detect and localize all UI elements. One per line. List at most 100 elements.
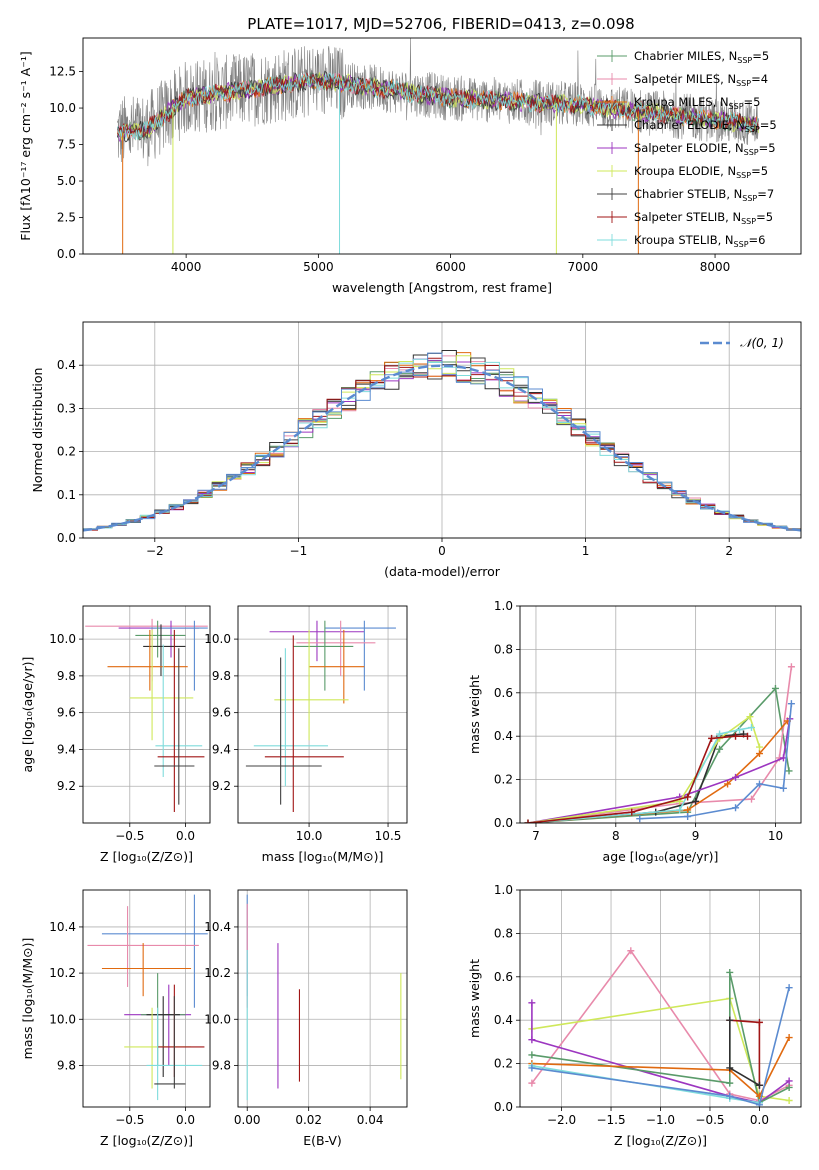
y-tick-label: 9.8: [57, 1058, 76, 1072]
x-axis-label: Z [log₁₀(Z/Z⊙)]: [100, 1133, 193, 1148]
y-tick-label: 9.8: [57, 669, 76, 683]
legend-label-main: Kroupa ELODIE, N: [634, 164, 736, 178]
mass-weight-marker: [684, 812, 692, 820]
mass-weight-marker: [785, 1077, 793, 1085]
mass-weight-marker: [787, 663, 795, 671]
massweight_vs_Z-panel: −2.0 −1.5 −1.0 −0.5 0.0 0.0 0.2 0.4 0.6 0.8 1.0 Z […: [467, 883, 802, 1148]
x-tick-label: −0.5: [115, 1113, 144, 1127]
mass-weight-marker: [755, 1081, 763, 1089]
mass-weight-marker: [684, 793, 692, 801]
legend-label: Chabrier ELODIE, NSSP=5: [634, 118, 777, 134]
x-axis-label: E(B-V): [303, 1133, 342, 1148]
y-tick-label: 10.0: [204, 1012, 231, 1026]
legend-label-main: Kroupa MILES, N: [634, 95, 729, 109]
x-tick-label: 5000: [303, 260, 334, 274]
mass-weight-marker: [524, 819, 532, 823]
y-axis-label: mass weight: [467, 675, 482, 754]
legend-label-tail: =6: [749, 233, 766, 247]
age_vs_Z-plot-area: [85, 618, 208, 812]
y-tick-label: 10.2: [204, 966, 231, 980]
y-tick-label: 0.4: [57, 358, 76, 372]
mass-weight-marker: [676, 806, 684, 814]
spectrum-plot-area: [116, 38, 759, 254]
y-tick-label: 10.2: [49, 966, 76, 980]
axes-frame: [237, 889, 408, 1108]
axes-frame: [82, 37, 802, 255]
y-tick-label: 0.6: [494, 970, 513, 984]
mass-weight-marker: [726, 1064, 734, 1072]
massweight_vs_age-panel: 7 8 9 10 0.0 0.2 0.4 0.6 0.8 1.0 age [log₁₀(age/yr…: [467, 599, 802, 864]
mass-weight-marker: [744, 732, 752, 740]
x-tick-label: 9: [692, 829, 700, 843]
x-tick-label: 0.0: [750, 1113, 769, 1127]
y-tick-label: 1.0: [494, 883, 513, 897]
model-spectrum: [117, 72, 759, 141]
model-spectrum: [116, 72, 759, 138]
mass-weight-marker: [528, 1036, 536, 1044]
massweight_vs_age-plot-area: [524, 663, 795, 823]
observed-spectrum: [117, 38, 759, 167]
mass-weight-marker: [636, 815, 644, 823]
y-tick-label: 9.8: [212, 669, 231, 683]
mass-weight-marker: [684, 806, 692, 814]
legend-label-main: Kroupa STELIB, N: [634, 233, 734, 247]
mass-weight-marker: [732, 773, 740, 781]
mass-weight-marker: [755, 743, 763, 751]
age_vs_Z-panel: −0.5 0.0 9.2 9.4 9.6 9.8 10.0 Z [log₁₀(Z/Z⊙)] ag…: [20, 605, 211, 864]
legend-label-main: Salpeter MILES, N: [634, 72, 736, 86]
x-tick-label: 7000: [568, 260, 599, 274]
x-tick-label: −2.0: [547, 1113, 576, 1127]
y-tick-label: 7.5: [57, 138, 76, 152]
legend-label: Salpeter MILES, NSSP=4: [634, 72, 768, 88]
mass-weight-marker: [528, 1079, 536, 1087]
x-tick-label: 0.04: [357, 1113, 384, 1127]
y-axis-label: Flux [fλ10⁻¹⁷ erg cm⁻² s⁻¹ A⁻¹]: [18, 51, 33, 240]
x-tick-label: 0.0: [176, 829, 195, 843]
mass-weight-line: [527, 718, 791, 823]
x-tick-label: 1: [582, 544, 590, 558]
axes-frame: [519, 605, 802, 824]
x-tick-label: 0: [438, 544, 446, 558]
y-tick-label: 0.8: [494, 642, 513, 656]
mass-weight-marker: [785, 984, 793, 992]
legend-label-main: Chabrier ELODIE, N: [634, 118, 745, 132]
x-axis-label: wavelength [Angstrom, rest frame]: [332, 280, 552, 295]
mass-weight-marker: [755, 750, 763, 758]
y-tick-label: 0.2: [494, 773, 513, 787]
y-tick-label: 2.5: [57, 211, 76, 225]
x-tick-label: 0.02: [295, 1113, 322, 1127]
mass-weight-line: [639, 703, 793, 820]
legend-label-sub: SSP: [744, 148, 759, 157]
mass-weight-marker: [627, 947, 635, 955]
y-tick-label: 9.2: [57, 779, 76, 793]
x-tick-label: 2: [725, 544, 733, 558]
legend-label-main: Chabrier STELIB, N: [634, 187, 742, 201]
legend-label-sub: SSP: [734, 240, 749, 249]
x-axis-label: Z [log₁₀(Z/Z⊙)]: [100, 849, 193, 864]
x-tick-label: 7: [532, 829, 540, 843]
mass-weight-marker: [732, 804, 740, 812]
massweight_vs_Z-plot-area: [528, 947, 793, 1107]
x-tick-label: 0.0: [176, 1113, 195, 1127]
axes-frame: [237, 605, 408, 824]
mass-weight-line: [729, 1019, 761, 1086]
x-tick-label: 10.5: [375, 829, 402, 843]
x-tick-label: −1.5: [596, 1113, 625, 1127]
mass-weight-marker: [628, 808, 636, 816]
y-tick-label: 0.2: [494, 1057, 513, 1071]
legend-label-sub: SSP: [736, 171, 751, 180]
y-tick-label: 0.4: [494, 729, 513, 743]
histogram-series: [83, 352, 801, 531]
x-tick-label: 0.00: [234, 1113, 261, 1127]
legend-label-tail: =5: [751, 164, 768, 178]
mass-weight-marker: [785, 767, 793, 775]
mass-weight-marker: [528, 1064, 536, 1072]
mass-weight-marker: [746, 713, 754, 721]
y-tick-label: 10.0: [204, 632, 231, 646]
mass-weight-marker: [716, 745, 724, 753]
legend-label-tail: =5: [760, 118, 777, 132]
mass_vs_Z-panel: −0.5 0.0 9.8 10.0 10.2 10.4 Z [log₁₀(Z/Z⊙)] mas…: [20, 889, 211, 1148]
mass-weight-line: [531, 987, 790, 1106]
legend-label-tail: =5: [756, 210, 773, 224]
mass-weight-marker: [748, 795, 756, 803]
